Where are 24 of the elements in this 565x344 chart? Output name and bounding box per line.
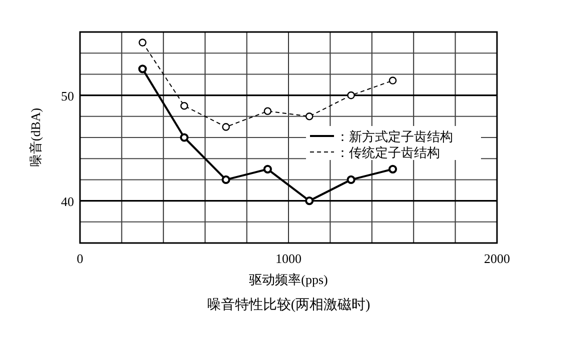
x-axis-title: 驱动频率(pps) bbox=[249, 272, 328, 287]
y-axis-title: 噪音(dBA) bbox=[28, 108, 43, 168]
legend-label: ：传统定子齿结构 bbox=[336, 145, 440, 160]
point bbox=[305, 196, 314, 206]
point bbox=[180, 133, 189, 142]
point bbox=[264, 107, 272, 116]
x-tick-label: 2000 bbox=[484, 251, 510, 266]
point bbox=[305, 112, 314, 120]
y-tick-label: 40 bbox=[61, 194, 74, 209]
point bbox=[222, 175, 230, 184]
legend-label: ：新方式定子齿结构 bbox=[336, 129, 453, 144]
x-tick-label: 0 bbox=[76, 251, 84, 266]
point bbox=[388, 76, 397, 84]
point bbox=[138, 64, 147, 74]
text: 噪音特性比较(两相激磁时) bbox=[206, 297, 370, 313]
point bbox=[222, 123, 230, 131]
point bbox=[347, 91, 355, 100]
point bbox=[263, 164, 272, 174]
point bbox=[388, 164, 398, 174]
point bbox=[180, 102, 188, 110]
point bbox=[138, 38, 146, 46]
x-tick-label: 1000 bbox=[276, 251, 302, 266]
point bbox=[346, 175, 356, 184]
y-tick-label: 50 bbox=[61, 88, 74, 104]
